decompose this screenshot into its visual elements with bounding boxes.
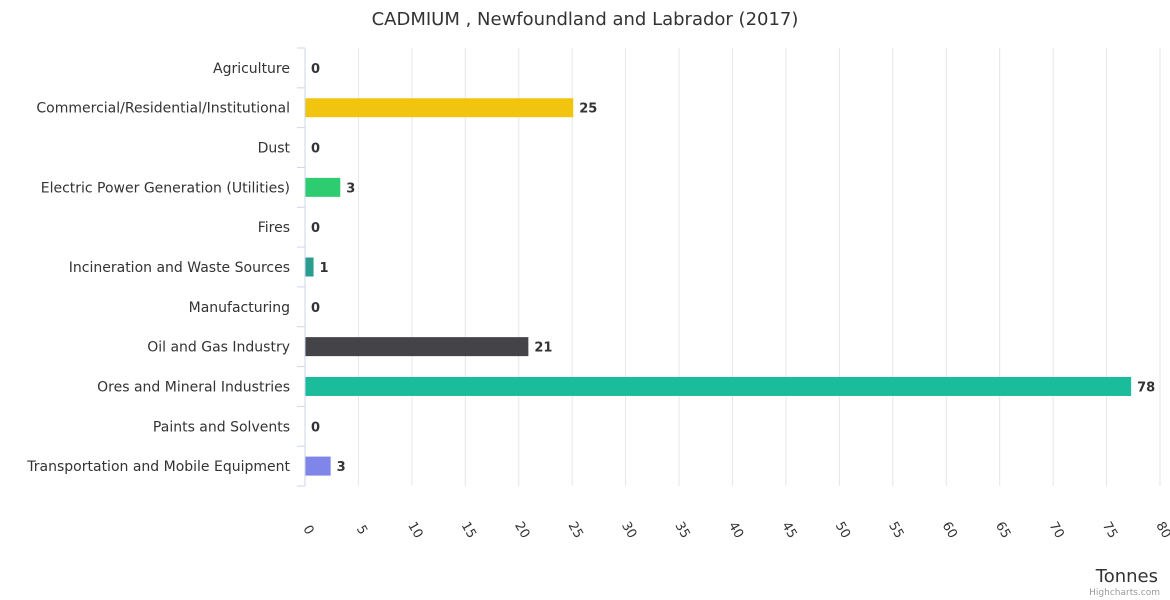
bar[interactable] [305,456,331,476]
category-label: Electric Power Generation (Utilities) [41,180,290,196]
bar[interactable] [305,376,1132,396]
value-labels: 0 25 0 3 0 1 0 21 78 0 3 [311,62,1155,475]
category-label: Paints and Solvents [153,419,290,435]
data-label: 3 [337,460,346,475]
bar[interactable] [305,257,314,277]
x-tick-label: 25 [565,519,586,541]
x-tick-label: 5 [353,523,370,538]
credits-link[interactable]: Highcharts.com [1089,588,1160,598]
x-tick-label: 80 [1152,519,1170,541]
category-label: Incineration and Waste Sources [69,260,290,276]
x-axis-ticks: 0 5 10 15 20 25 30 35 40 45 50 55 60 65 70 75 80 [299,519,1170,541]
data-label: 0 [311,221,320,236]
x-tick-label: 15 [458,519,479,541]
category-axis-labels: Agriculture Commercial/Residential/Instit… [26,47,305,487]
x-tick-label: 75 [1099,519,1120,541]
x-tick-label: 45 [778,519,799,541]
category-label: Manufacturing [189,300,290,316]
data-label: 1 [320,261,329,276]
x-tick-label: 20 [511,519,532,541]
x-axis-title: Tonnes [1095,566,1158,587]
category-label: Fires [258,220,290,236]
x-tick-label: 35 [671,519,692,541]
x-tick-label: 10 [404,519,425,541]
data-label: 0 [311,62,320,77]
x-tick-label: 30 [618,519,639,541]
data-label: 21 [534,341,552,356]
gridlines [304,48,1161,486]
x-tick-label: 40 [725,519,746,541]
category-label: Ores and Mineral Industries [97,379,290,395]
data-label: 0 [311,420,320,435]
data-label: 25 [579,102,597,117]
x-tick-label: 50 [832,519,853,541]
x-tick-label: 60 [939,519,960,541]
data-label: 3 [346,181,355,196]
category-label: Oil and Gas Industry [147,340,290,356]
category-label: Commercial/Residential/Institutional [36,101,290,117]
chart-title: CADMIUM , Newfoundland and Labrador (201… [372,9,799,30]
x-tick-label: 70 [1046,519,1067,541]
x-tick-label: 0 [299,523,316,538]
bar[interactable] [305,337,529,357]
bars [305,98,1132,476]
category-label: Agriculture [213,61,290,77]
x-tick-label: 65 [992,519,1013,541]
data-label: 0 [311,142,320,157]
x-tick-label: 55 [885,519,906,541]
category-label: Dust [258,141,291,157]
data-label: 78 [1137,380,1155,395]
data-label: 0 [311,301,320,316]
bar[interactable] [305,98,574,118]
category-label: Transportation and Mobile Equipment [26,459,290,475]
bar[interactable] [305,177,341,197]
